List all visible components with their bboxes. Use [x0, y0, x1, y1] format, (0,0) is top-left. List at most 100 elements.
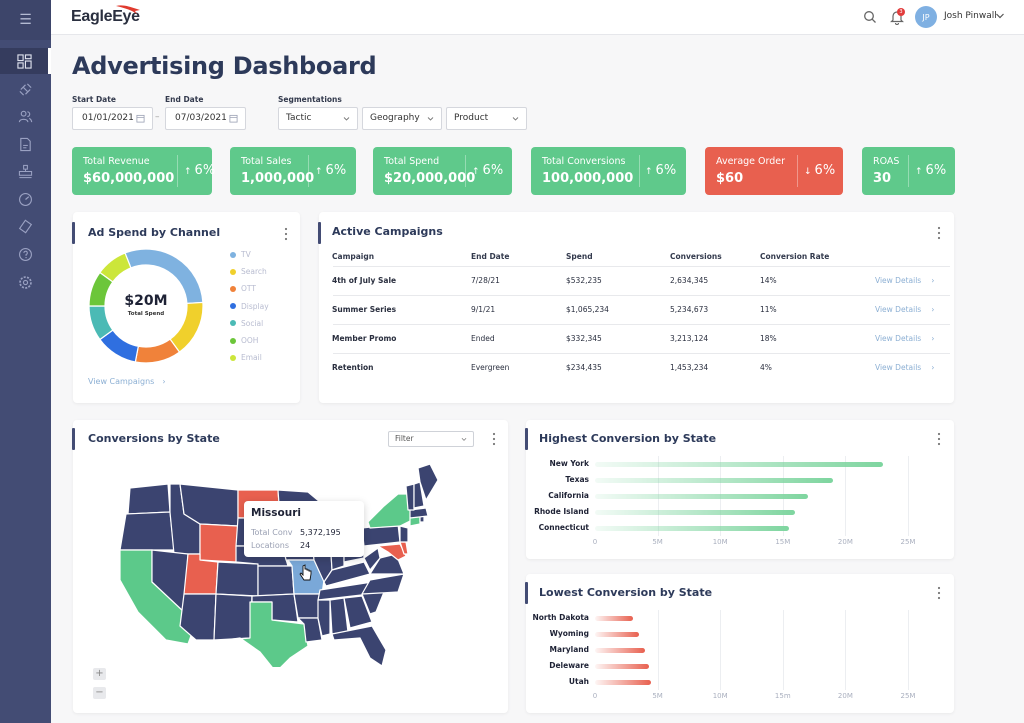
- sidebar-item-users[interactable]: [0, 103, 51, 129]
- cell-campaign: Member Promo: [332, 334, 397, 343]
- integrations-icon: [19, 82, 32, 96]
- sidebar-item-documents[interactable]: [0, 131, 51, 157]
- bar-label: North Dakota: [532, 613, 589, 622]
- column-header-end-date[interactable]: End Date: [471, 252, 510, 261]
- state-mississippi: [317, 599, 331, 637]
- kpi-roas[interactable]: ROAS 30 ↑ 6%: [862, 147, 955, 195]
- cell-spend: $532,235: [566, 276, 602, 285]
- kpi-value: 100,000,000: [542, 171, 634, 186]
- bar[interactable]: [595, 680, 652, 685]
- sidebar-item-integrations[interactable]: [0, 76, 51, 102]
- kpi-average-order[interactable]: Average Order $60 ↓ 6%: [705, 147, 843, 195]
- kpi-total-sales[interactable]: Total Sales 1,000,000 ↑ 6%: [230, 147, 356, 195]
- legend-item: OOH: [230, 336, 258, 345]
- bar[interactable]: [595, 648, 646, 653]
- kpi-change-value: 6%: [925, 163, 947, 178]
- kpi-divider: [639, 155, 640, 187]
- end-date-label: End Date: [165, 95, 204, 104]
- segmentations-label: Segmentations: [278, 95, 342, 104]
- view-details-link[interactable]: View Details ›: [875, 276, 934, 285]
- kpi-total-revenue[interactable]: Total Revenue $60,000,000 ↑ 6%: [72, 147, 215, 195]
- sidebar-item-performance[interactable]: [0, 186, 51, 212]
- chevron-down-icon[interactable]: [995, 11, 1005, 21]
- cell-conversions: 2,634,345: [670, 276, 709, 285]
- card-title: Highest Conversion by State: [539, 432, 717, 445]
- search-icon[interactable]: [863, 10, 877, 24]
- bar[interactable]: [595, 526, 790, 531]
- kpi-label: Total Conversions: [542, 156, 626, 167]
- kpi-value: $60,000,000: [83, 171, 175, 186]
- column-header-spend[interactable]: Spend: [566, 252, 593, 261]
- bar[interactable]: [595, 664, 649, 669]
- sidebar-item-settings[interactable]: [0, 269, 51, 295]
- zoom-in-button[interactable]: +: [93, 668, 106, 680]
- product-select[interactable]: Product: [446, 107, 527, 130]
- chevron-down-icon: [512, 117, 519, 121]
- view-details-link[interactable]: View Details ›: [875, 305, 934, 314]
- row-divider: [333, 353, 950, 354]
- sidebar-item-help[interactable]: [0, 241, 51, 267]
- bar[interactable]: [595, 494, 808, 499]
- map-filter-select[interactable]: Filter: [388, 431, 474, 447]
- map-filter-value: Filter: [395, 434, 414, 443]
- bar-label: Rhode Island: [534, 507, 589, 516]
- kebab-menu-icon[interactable]: [936, 432, 942, 446]
- kebab-menu-icon[interactable]: [936, 226, 942, 240]
- x-tick-label: 20M: [837, 538, 853, 546]
- legend-item: Email: [230, 353, 262, 362]
- card-accent: [318, 222, 321, 244]
- bar[interactable]: [595, 462, 883, 467]
- state-wyoming: [199, 523, 239, 563]
- kpi-change: ↑ 6%: [315, 163, 346, 178]
- column-header-conversions[interactable]: Conversions: [670, 252, 722, 261]
- arrow-up-icon: ↑: [472, 167, 480, 177]
- arrow-up-icon: ↑: [184, 167, 192, 177]
- sidebar-item-hierarchy[interactable]: [0, 158, 51, 184]
- kpi-total-conversions[interactable]: Total Conversions 100,000,000 ↑ 6%: [531, 147, 686, 195]
- view-details-label: View Details: [875, 305, 922, 314]
- legend-swatch: [230, 337, 236, 344]
- us-map: [119, 463, 438, 667]
- tactic-select-value: Tactic: [286, 113, 312, 123]
- tactic-select[interactable]: Tactic: [278, 107, 358, 130]
- start-date-input[interactable]: 01/01/2021: [72, 107, 153, 130]
- hamburger-menu-icon[interactable]: ☰: [0, 0, 51, 40]
- zoom-out-button[interactable]: −: [93, 687, 106, 699]
- cell-end-date: Ended: [471, 334, 495, 343]
- end-date-input[interactable]: 07/03/2021: [165, 107, 246, 130]
- kpi-label: Total Sales: [241, 156, 292, 167]
- bar[interactable]: [595, 616, 633, 621]
- kpi-value: 1,000,000: [241, 171, 315, 186]
- bar[interactable]: [595, 632, 639, 637]
- chevron-down-icon: [461, 437, 467, 441]
- kpi-total-spend[interactable]: Total Spend $20,000,000 ↑ 6%: [373, 147, 512, 195]
- legend-label: TV: [241, 250, 251, 259]
- highest-conversion-card: Highest Conversion by State 0 5M 10M 15M 20M…: [525, 420, 954, 559]
- column-header-conversion-rate[interactable]: Conversion Rate: [760, 252, 830, 261]
- cell-campaign: Retention: [332, 363, 374, 372]
- calendar-icon[interactable]: [229, 114, 238, 123]
- bar[interactable]: [595, 478, 833, 483]
- x-tick-label: 0: [592, 538, 598, 546]
- column-header-campaign[interactable]: Campaign: [332, 252, 375, 261]
- calendar-icon[interactable]: [136, 114, 145, 123]
- kebab-menu-icon[interactable]: [283, 227, 289, 241]
- geography-select[interactable]: Geography: [362, 107, 442, 130]
- chevron-right-icon: ›: [931, 305, 935, 314]
- kebab-menu-icon[interactable]: [936, 586, 942, 600]
- x-tick-label: 20M: [837, 692, 853, 700]
- donut-slice-email[interactable]: [99, 252, 132, 283]
- donut-slice-search[interactable]: [169, 301, 204, 353]
- avatar[interactable]: JP: [915, 6, 937, 28]
- sidebar-item-dashboard[interactable]: [0, 48, 51, 74]
- sidebar-item-tags[interactable]: [0, 213, 51, 239]
- donut-slice-ott[interactable]: [134, 338, 181, 364]
- bar[interactable]: [595, 510, 796, 515]
- kebab-menu-icon[interactable]: [491, 432, 497, 446]
- state-texas: [225, 601, 309, 667]
- view-details-link[interactable]: View Details ›: [875, 334, 934, 343]
- view-campaigns-link[interactable]: View Campaigns ›: [88, 377, 166, 386]
- user-name[interactable]: Josh Pinwall: [944, 11, 997, 21]
- state-vermont: [405, 483, 415, 511]
- view-details-link[interactable]: View Details ›: [875, 363, 934, 372]
